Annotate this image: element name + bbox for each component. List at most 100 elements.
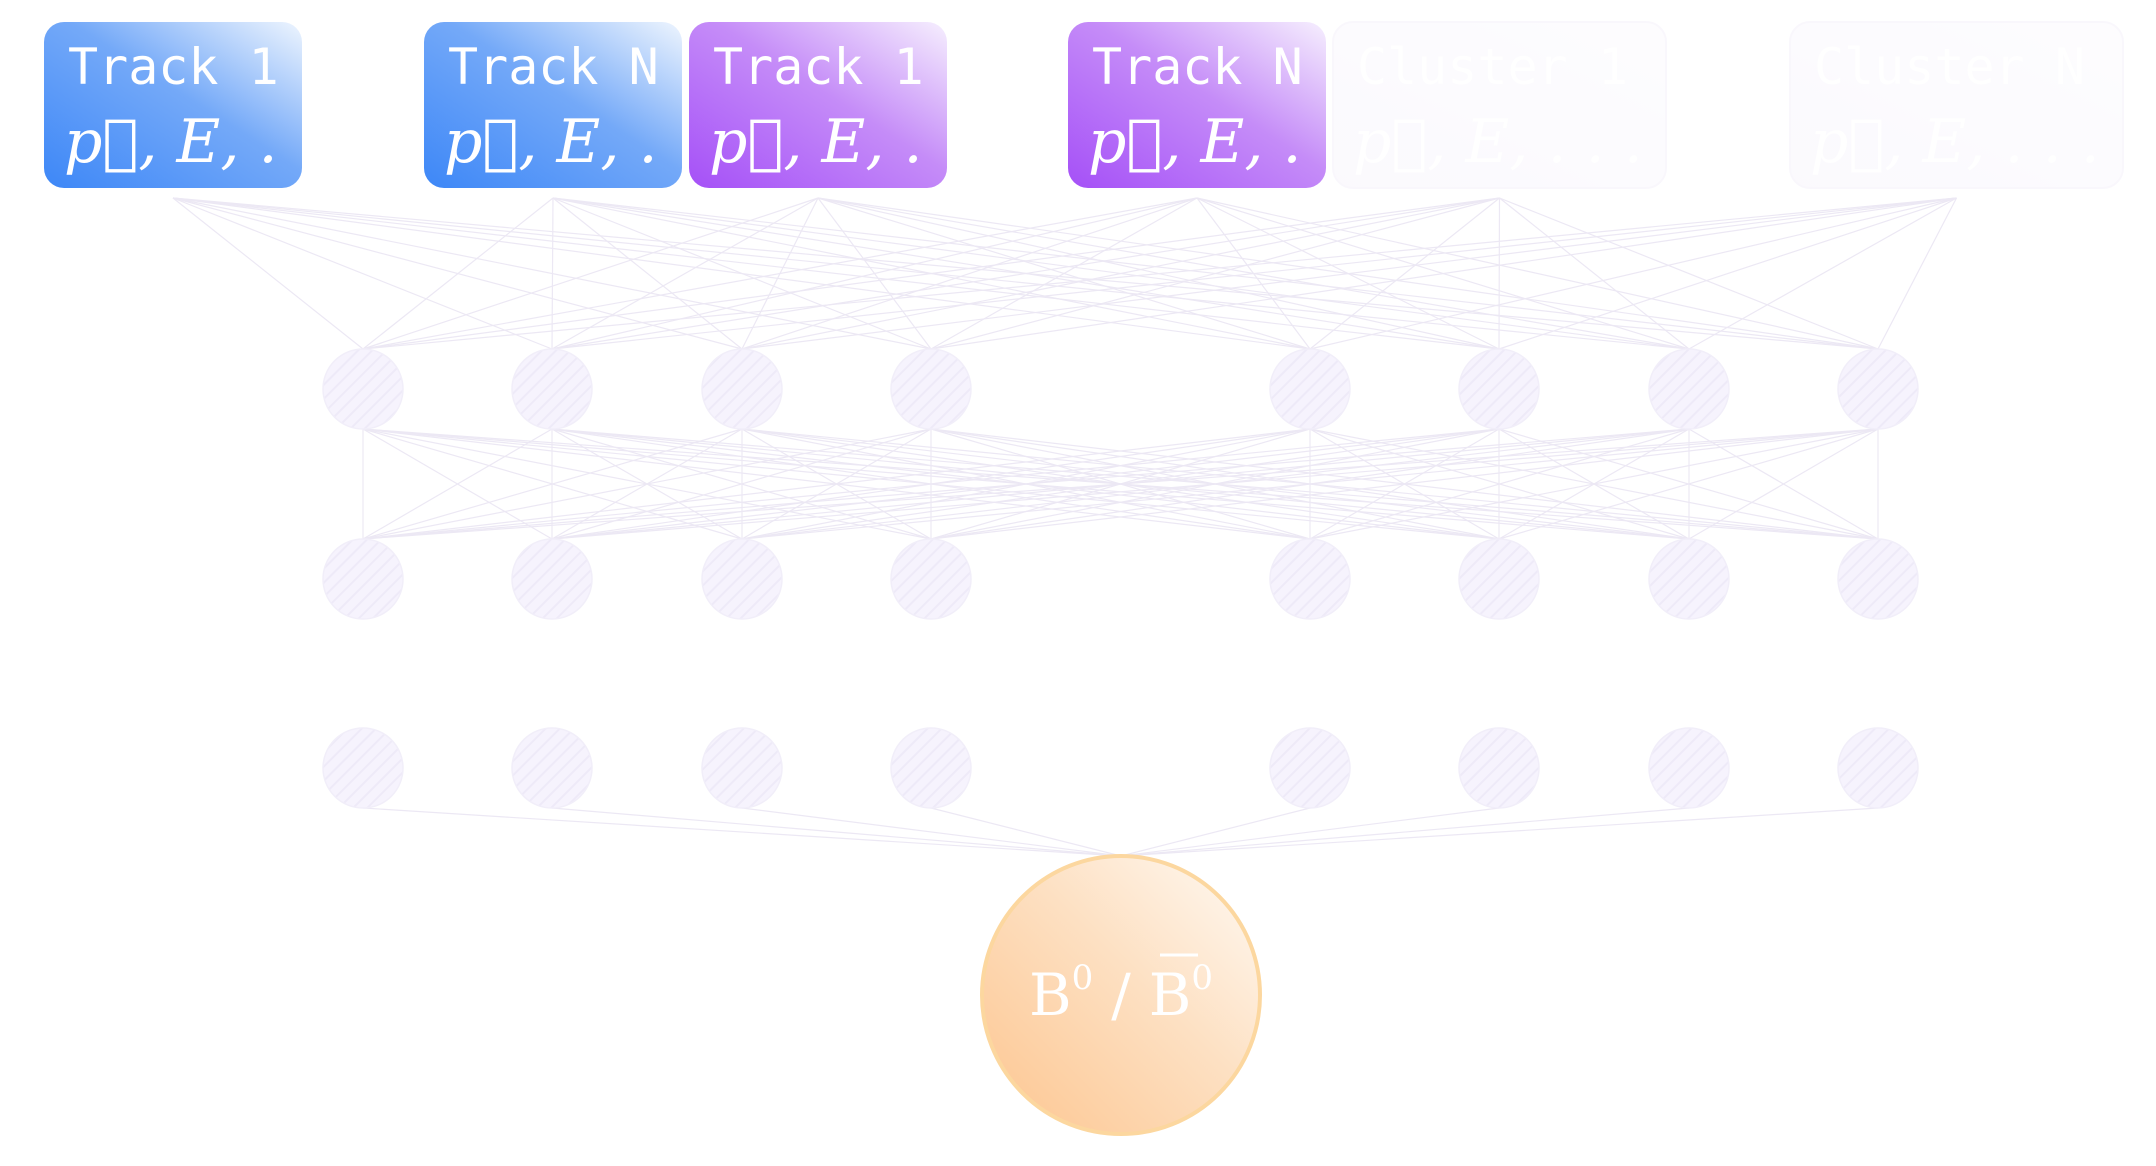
edge [1499,197,1879,350]
connection-edges [172,197,1958,857]
hidden-node-layer-3 [1648,727,1730,809]
hidden-node-layer-1 [1648,348,1730,430]
edge [1498,197,1957,350]
input-box-background [1332,21,1667,189]
edge [1120,807,1879,857]
edge [930,807,1122,857]
edge [362,428,1690,540]
edge [741,428,1879,540]
edge [362,197,1198,350]
hidden-node-layer-2 [1837,538,1919,620]
edge [362,428,743,540]
hidden-node-layer-1 [322,348,404,430]
input-box-background [1789,21,2124,189]
edge [741,197,1957,350]
hidden-layers [322,348,1919,809]
hidden-node-layer-2 [322,538,404,620]
output-node: B0/B0 [980,854,1262,1136]
hidden-node-layer-3 [322,727,404,809]
hidden-node-layer-1 [890,348,972,430]
input-box-background [1068,22,1326,188]
input-box-features: p⃗, E, . . . [1810,107,2100,177]
edge [741,807,1122,857]
input-box-title: Track N [448,38,659,96]
output-label: B0/B0 [1029,958,1213,1029]
input-box-background [44,22,302,188]
edge [172,197,1500,350]
input-feature-boxes: Track 1p⃗, E, . . .Track Np⃗, E, . . .Tr… [44,21,2124,189]
edge [172,197,364,350]
hidden-node-layer-2 [1648,538,1730,620]
input-box-3: Track 1 p⃗, E, . . . [689,22,999,188]
input-box-title: Track 1 [68,38,279,96]
hidden-node-layer-2 [890,538,972,620]
edge [362,197,554,350]
input-box-background [424,22,682,188]
edge [551,807,1122,857]
edge [1309,197,1957,350]
edge [362,197,1957,350]
hidden-node-layer-3 [1269,727,1351,809]
edge [362,428,1879,540]
input-box-features: p⃗, E, . . . [1088,107,1378,177]
edge [1688,197,1957,350]
input-box-title: Cluster 1 [1357,38,1628,96]
edge [741,197,1500,350]
edge [551,197,554,350]
hidden-node-layer-2 [511,538,593,620]
input-box-title: Cluster N [1814,38,2085,96]
edge [741,197,1198,350]
input-box-title: Track 1 [713,38,924,96]
edge [930,197,1198,350]
edge [1498,197,1501,350]
edge [1499,197,1690,350]
edge [1688,428,1879,540]
edge [362,197,1500,350]
edge [362,428,553,540]
hidden-node-layer-1 [1837,348,1919,430]
hidden-node-layer-2 [1458,538,1540,620]
input-box-background [689,22,947,188]
hidden-node-layer-2 [1269,538,1351,620]
edge [362,428,1500,540]
edge [1498,428,1879,540]
edge [362,807,1122,857]
edge [1120,807,1311,857]
input-box-title: Track N [1092,38,1303,96]
edge [551,197,819,350]
edge [930,428,1879,540]
edge [551,428,1879,540]
input-box-5: Cluster 1 p⃗, E, . . . [1332,21,1667,189]
input-box-6: Cluster N p⃗, E, . . . [1789,21,2124,189]
edge [172,197,553,350]
input-box-1: Track 1 p⃗, E, . . . [44,22,354,188]
hidden-node-layer-3 [511,727,593,809]
edge [930,197,1957,350]
hidden-node-layer-1 [511,348,593,430]
hidden-node-layer-3 [701,727,783,809]
edge [930,197,1500,350]
hidden-node-layer-2 [701,538,783,620]
input-box-4: Track N p⃗, E, . . . [1068,22,1378,188]
edge [1309,197,1500,350]
input-box-features: p⃗, E, . . . [64,107,354,177]
hidden-node-layer-3 [1837,727,1919,809]
hidden-node-layer-1 [701,348,783,430]
input-box-features: p⃗, E, . . . [1353,107,1643,177]
edge [551,197,1957,350]
hidden-node-layer-1 [1269,348,1351,430]
edge [1120,807,1500,857]
edge [1877,197,1958,350]
input-box-features: p⃗, E, . . . [444,107,734,177]
hidden-node-layer-3 [890,727,972,809]
input-box-features: p⃗, E, . . . [709,107,999,177]
edge [551,197,1500,350]
input-box-2: Track N p⃗, E, . . . [424,22,734,188]
edge [362,428,932,540]
output-circle [980,854,1262,1136]
edge [551,197,1198,350]
hidden-node-layer-3 [1458,727,1540,809]
bbar-label: B [1149,961,1192,1029]
edge [362,197,819,350]
